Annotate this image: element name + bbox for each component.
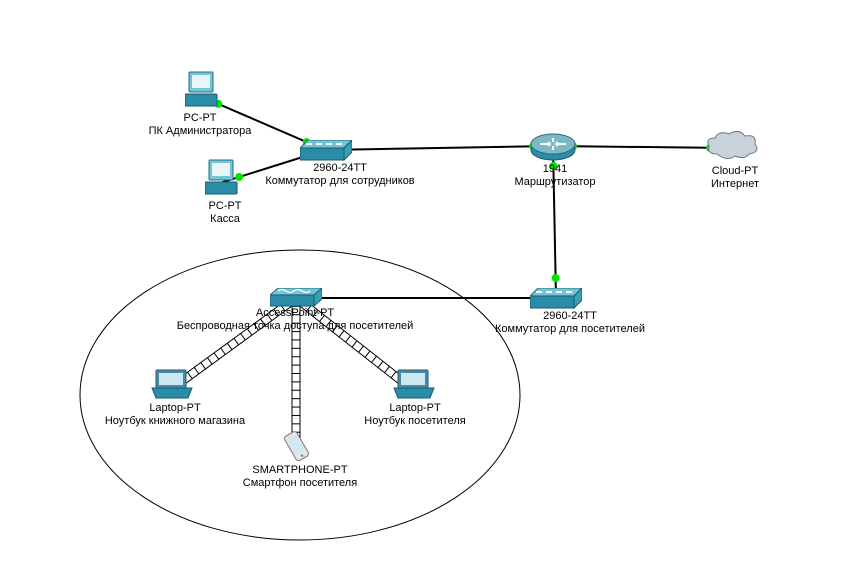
laptop-bookstore[interactable]: [150, 368, 194, 405]
links-layer: [200, 96, 730, 302]
smartphone-label: SMARTPHONE-PT Смартфон посетителя: [235, 464, 365, 490]
cloud-internet[interactable]: [705, 130, 759, 169]
pc-admin-label: PC-PT ПК Администратора: [140, 112, 260, 138]
pc-admin[interactable]: [185, 70, 219, 113]
diagram-canvas: [0, 0, 850, 585]
router[interactable]: [530, 130, 576, 167]
smartphone-visitor[interactable]: [282, 430, 312, 467]
laptop-visitor[interactable]: [392, 368, 436, 405]
router-label: 1941 Маршрутизатор: [505, 163, 605, 189]
switch-visitors-label: 2960-24TT Коммутатор для посетителей: [485, 310, 655, 336]
switch-staff-label: 2960-24TT Коммутатор для сотрудников: [250, 162, 430, 188]
cloud-label: Cloud-PT Интернет: [700, 165, 770, 191]
access-point-label: AccessPoint-PT Беспроводная точка доступ…: [150, 307, 440, 333]
laptop-visitor-label: Laptop-PT Ноутбук посетителя: [355, 402, 475, 428]
laptop-bookstore-label: Laptop-PT Ноутбук книжного магазина: [95, 402, 255, 428]
pc-kassa[interactable]: [205, 158, 239, 201]
pc-kassa-label: PC-PT Касса: [185, 200, 265, 226]
